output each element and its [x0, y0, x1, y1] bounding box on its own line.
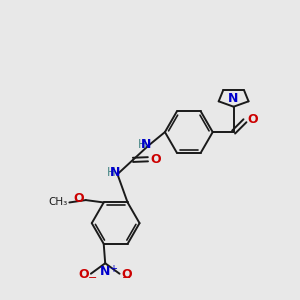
- Text: N: N: [110, 167, 120, 179]
- Text: H: H: [138, 138, 146, 151]
- Text: N: N: [141, 138, 151, 151]
- Text: O: O: [121, 268, 132, 281]
- Text: H: H: [106, 167, 115, 179]
- Text: +: +: [109, 265, 117, 275]
- Text: N: N: [100, 265, 110, 278]
- Text: O: O: [74, 192, 84, 206]
- Text: O: O: [79, 268, 89, 281]
- Text: CH₃: CH₃: [48, 197, 68, 208]
- Text: −: −: [88, 273, 98, 283]
- Text: −: −: [122, 273, 131, 283]
- Text: O: O: [150, 153, 160, 166]
- Text: N: N: [228, 92, 238, 105]
- Text: O: O: [247, 113, 258, 126]
